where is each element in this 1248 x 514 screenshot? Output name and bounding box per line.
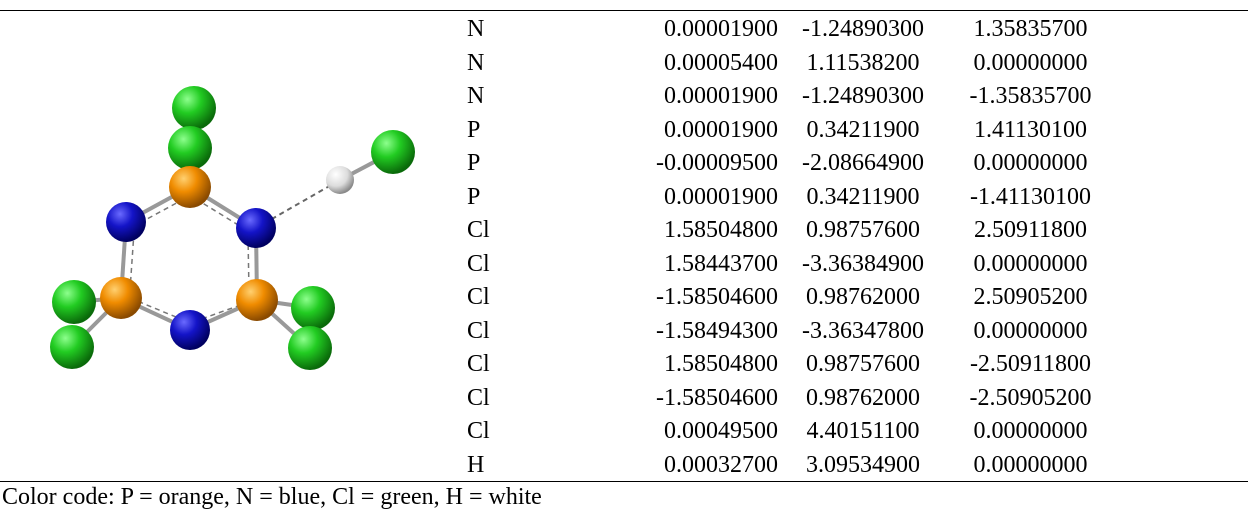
y-coordinate: 0.98762000	[778, 281, 948, 315]
y-coordinate: 3.09534900	[778, 449, 948, 483]
atom-symbol: P	[455, 114, 607, 148]
atom-symbol: N	[455, 13, 607, 47]
z-coordinate: 1.35835700	[948, 13, 1113, 47]
y-coordinate: 0.34211900	[778, 114, 948, 148]
x-coordinate: 1.58504800	[607, 348, 778, 382]
z-coordinate: 0.00000000	[948, 449, 1113, 483]
z-coordinate: 2.50905200	[948, 281, 1113, 315]
atom-cl	[50, 325, 94, 369]
x-coordinate: 1.58504800	[607, 214, 778, 248]
x-coordinate: 0.00032700	[607, 449, 778, 483]
atom-symbol: Cl	[455, 415, 607, 449]
atom-h	[326, 166, 354, 194]
atom-symbol: P	[455, 181, 607, 215]
x-coordinate: 0.00005400	[607, 47, 778, 81]
caption: Color code: P = orange, N = blue, Cl = g…	[2, 484, 542, 511]
atom-symbol: H	[455, 449, 607, 483]
x-coordinate: 0.00049500	[607, 415, 778, 449]
z-coordinate: 0.00000000	[948, 315, 1113, 349]
atom-n	[170, 310, 210, 350]
atom-p	[236, 279, 278, 321]
x-coordinate: -1.58494300	[607, 315, 778, 349]
z-coordinate: 2.50911800	[948, 214, 1113, 248]
y-coordinate: -2.08664900	[778, 147, 948, 181]
z-coordinate: -1.35835700	[948, 80, 1113, 114]
y-coordinate: 0.98757600	[778, 214, 948, 248]
molecule	[50, 86, 415, 370]
page-body: {"table": {"rows": [ ["N", "0.00001900",…	[0, 0, 1248, 514]
z-coordinate: 0.00000000	[948, 147, 1113, 181]
z-coordinate: 1.41130100	[948, 114, 1113, 148]
z-coordinate: 0.00000000	[948, 248, 1113, 282]
z-coordinate: 0.00000000	[948, 415, 1113, 449]
y-coordinate: -1.24890300	[778, 80, 948, 114]
x-coordinate: 0.00001900	[607, 181, 778, 215]
atom-symbol: Cl	[455, 348, 607, 382]
atom-p	[100, 277, 142, 319]
atom-cl	[291, 286, 335, 330]
atom-symbol: N	[455, 47, 607, 81]
atom-symbol: Cl	[455, 281, 607, 315]
y-coordinate: 0.98762000	[778, 382, 948, 416]
top-rule	[0, 10, 1248, 11]
x-coordinate: -0.00009500	[607, 147, 778, 181]
atom-cl	[172, 86, 216, 130]
y-coordinate: -1.24890300	[778, 13, 948, 47]
z-coordinate: 0.00000000	[948, 47, 1113, 81]
atom-cl	[288, 326, 332, 370]
atom-cl	[52, 280, 96, 324]
atom-symbol: Cl	[455, 248, 607, 282]
atom-p	[169, 166, 211, 208]
molecule-image	[0, 12, 440, 392]
z-coordinate: -2.50905200	[948, 382, 1113, 416]
atom-n	[106, 202, 146, 242]
y-coordinate: 4.40151100	[778, 415, 948, 449]
x-coordinate: 1.58443700	[607, 248, 778, 282]
atom-cl	[371, 130, 415, 174]
atom-symbol: Cl	[455, 214, 607, 248]
atom-symbol: Cl	[455, 315, 607, 349]
page: N0.00001900-1.248903001.35835700N0.00005…	[0, 0, 1248, 514]
atom-symbol: N	[455, 80, 607, 114]
atom-symbol: Cl	[455, 382, 607, 416]
x-coordinate: -1.58504600	[607, 382, 778, 416]
y-coordinate: 1.11538200	[778, 47, 948, 81]
y-coordinate: -3.36384900	[778, 248, 948, 282]
y-coordinate: 0.34211900	[778, 181, 948, 215]
bottom-rule	[0, 481, 1248, 482]
atom-symbol: P	[455, 147, 607, 181]
y-coordinate: 0.98757600	[778, 348, 948, 382]
x-coordinate: -1.58504600	[607, 281, 778, 315]
atom-cl	[168, 126, 212, 170]
z-coordinate: -2.50911800	[948, 348, 1113, 382]
x-coordinate: 0.00001900	[607, 114, 778, 148]
y-coordinate: -3.36347800	[778, 315, 948, 349]
x-coordinate: 0.00001900	[607, 80, 778, 114]
z-coordinate: -1.41130100	[948, 181, 1113, 215]
atom-n	[236, 208, 276, 248]
x-coordinate: 0.00001900	[607, 13, 778, 47]
